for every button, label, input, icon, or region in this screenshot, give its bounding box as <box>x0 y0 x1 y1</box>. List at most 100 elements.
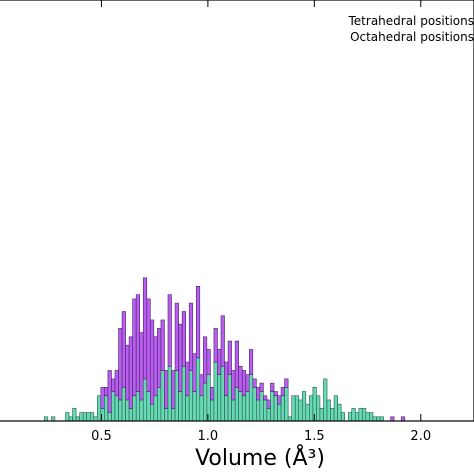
bar-tetrahedral-36 <box>167 294 172 367</box>
bar-tetrahedral-102 <box>400 416 406 422</box>
bar-octahedral-96 <box>379 416 384 422</box>
bar-octahedral-71 <box>291 395 296 422</box>
bar-octahedral-22 <box>118 399 123 422</box>
bar-tetrahedral-60 <box>252 378 257 388</box>
bar-octahedral-78 <box>316 395 321 422</box>
bar-octahedral-93 <box>369 412 374 422</box>
bar-octahedral-21 <box>114 395 119 422</box>
bar-octahedral-59 <box>248 374 254 422</box>
x-tick-label: 1.0 <box>198 429 219 444</box>
bar-tetrahedral-51 <box>220 315 225 367</box>
bar-tetrahedral-22 <box>118 328 123 401</box>
bar-tetrahedral-59 <box>248 349 254 375</box>
bar-tetrahedral-19 <box>107 370 112 413</box>
bar-tetrahedral-30 <box>146 298 151 392</box>
bar-octahedral-31 <box>150 403 155 422</box>
bar-tetrahedral-68 <box>280 387 285 397</box>
bar-octahedral-1 <box>44 416 49 422</box>
bar-tetrahedral-55 <box>234 340 239 388</box>
bar-octahedral-70 <box>287 416 292 422</box>
bar-tetrahedral-99 <box>390 416 395 422</box>
bar-octahedral-40 <box>181 365 186 422</box>
bar-octahedral-76 <box>309 395 314 422</box>
bar-octahedral-8 <box>68 416 73 422</box>
bar-octahedral-54 <box>231 399 236 422</box>
bar-tetrahedral-47 <box>206 349 211 375</box>
x-tick-label: 0.5 <box>91 429 112 444</box>
bar-tetrahedral-27 <box>135 294 141 392</box>
bar-octahedral-87 <box>347 412 353 422</box>
bar-octahedral-79 <box>319 408 324 422</box>
bar-octahedral-14 <box>89 412 95 422</box>
bar-tetrahedral-28 <box>139 332 144 401</box>
bar-octahedral-53 <box>227 374 232 422</box>
bar-octahedral-36 <box>167 365 172 422</box>
bar-tetrahedral-32 <box>153 336 158 397</box>
bar-octahedral-72 <box>294 395 300 422</box>
bar-tetrahedral-53 <box>227 340 232 375</box>
bar-octahedral-73 <box>298 399 303 422</box>
bar-octahedral-41 <box>185 395 190 422</box>
bar-octahedral-46 <box>203 382 208 422</box>
bar-tetrahedral-24 <box>125 344 130 401</box>
bar-octahedral-95 <box>376 416 381 422</box>
bar-octahedral-34 <box>160 370 165 422</box>
bar-tetrahedral-48 <box>210 387 215 401</box>
bar-octahedral-38 <box>174 370 179 422</box>
bar-tetrahedral-25 <box>128 336 133 409</box>
bar-tetrahedral-31 <box>150 319 155 405</box>
bar-octahedral-28 <box>139 399 144 422</box>
bar-octahedral-56 <box>238 391 243 422</box>
bar-octahedral-16 <box>97 395 102 422</box>
bar-tetrahedral-64 <box>266 399 271 409</box>
bar-tetrahedral-42 <box>188 302 194 371</box>
x-tick-label: 2.0 <box>410 429 431 444</box>
bar-octahedral-42 <box>188 370 194 422</box>
bar-octahedral-25 <box>128 408 133 422</box>
bar-octahedral-63 <box>263 399 268 422</box>
bar-tetrahedral-43 <box>192 353 197 392</box>
bar-tetrahedral-61 <box>256 387 261 401</box>
bar-tetrahedral-52 <box>224 361 229 397</box>
bar-octahedral-66 <box>273 395 278 422</box>
bar-tetrahedral-69 <box>284 378 289 388</box>
bar-octahedral-29 <box>142 378 148 422</box>
bar-tetrahedral-44 <box>195 285 201 359</box>
bar-octahedral-62 <box>259 391 264 422</box>
bar-octahedral-81 <box>326 399 331 422</box>
bar-octahedral-23 <box>121 387 126 422</box>
bar-tetrahedral-34 <box>160 319 165 371</box>
bar-octahedral-61 <box>256 399 261 422</box>
bar-octahedral-55 <box>234 387 239 422</box>
bar-tetrahedral-17 <box>100 387 105 409</box>
bar-octahedral-13 <box>86 412 91 422</box>
bar-tetrahedral-20 <box>111 378 116 392</box>
bar-octahedral-37 <box>171 408 176 422</box>
bar-tetrahedral-38 <box>174 302 179 371</box>
bar-tetrahedral-58 <box>245 374 250 392</box>
bar-octahedral-94 <box>372 416 377 422</box>
bar-octahedral-43 <box>192 391 197 422</box>
x-axis-ticks: 0.5 1.0 1.5 2.0 <box>91 0 431 444</box>
legend-entry-octahedral: Octahedral positions <box>350 30 474 44</box>
bar-octahedral-65 <box>270 391 275 422</box>
bar-octahedral-80 <box>323 378 328 422</box>
bar-octahedral-33 <box>157 387 162 422</box>
bar-tetrahedral-50 <box>217 349 222 375</box>
bar-tetrahedral-26 <box>132 298 137 397</box>
bar-octahedral-64 <box>266 408 271 422</box>
plot-frame <box>0 0 474 422</box>
bar-octahedral-50 <box>217 374 222 422</box>
bar-tetrahedral-40 <box>181 311 186 367</box>
bar-octahedral-49 <box>213 361 218 422</box>
bar-octahedral-48 <box>210 399 215 422</box>
bar-tetrahedral-23 <box>121 311 126 388</box>
bar-octahedral-30 <box>146 391 151 422</box>
bar-tetrahedral-63 <box>263 395 268 401</box>
bar-tetrahedral-21 <box>114 370 119 397</box>
bar-tetrahedral-67 <box>277 395 282 405</box>
bar-octahedral-90 <box>358 408 363 422</box>
bar-octahedral-11 <box>79 412 84 422</box>
bar-tetrahedral-62 <box>259 382 264 392</box>
histogram-bars <box>44 277 406 422</box>
